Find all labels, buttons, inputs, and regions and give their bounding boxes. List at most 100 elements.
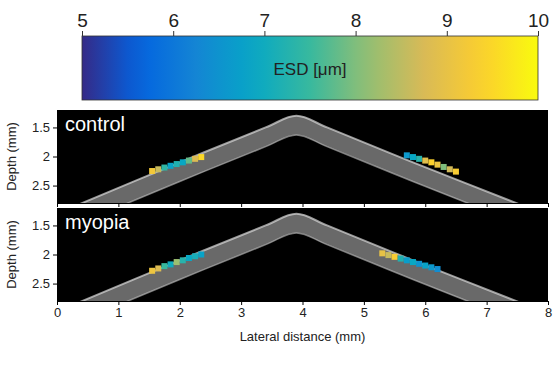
colorbar-label: ESD [μm] [273, 60, 346, 79]
colorbar: 5678910ESD [μm] [77, 10, 549, 100]
esd-point [410, 154, 416, 160]
colorbar-tick-label: 7 [260, 10, 271, 31]
oct-image [75, 214, 523, 301]
y-tick-mark [53, 186, 57, 187]
panel-title: myopia [65, 211, 130, 233]
x-tick-label: 6 [422, 305, 429, 320]
colorbar-tick: 5 [77, 10, 88, 36]
esd-point [435, 266, 441, 272]
x-tick [57, 203, 58, 207]
x-tick [241, 203, 242, 207]
x-tick: 5 [361, 301, 368, 320]
colorbar-tick-label: 5 [77, 10, 88, 31]
esd-point [149, 268, 155, 274]
esd-point [180, 159, 186, 165]
esd-point [398, 256, 404, 262]
x-tick-label: 0 [54, 305, 61, 320]
colorbar-tick: 8 [351, 10, 362, 36]
esd-point [155, 166, 161, 172]
x-tick-mark [118, 203, 119, 207]
x-tick [364, 203, 365, 207]
colorbar-tick: 10 [528, 10, 549, 36]
y-tick-label: 2 [43, 149, 50, 164]
x-tick [548, 203, 549, 207]
x-tick-label: 3 [238, 305, 245, 320]
esd-point [155, 265, 161, 271]
colorbar-axis: 5678910 [77, 10, 549, 36]
colorbar-tick: 6 [168, 10, 179, 36]
esd-point [174, 161, 180, 167]
x-tick: 2 [177, 301, 184, 320]
cornea-surface [75, 214, 523, 301]
x-tick-label: 2 [177, 305, 184, 320]
esd-point [186, 158, 192, 164]
y-tick-label: 1.5 [32, 120, 50, 135]
esd-point [422, 158, 428, 164]
colorbar-tick-mark [82, 31, 83, 36]
y-tick: 1.5 [32, 120, 57, 135]
esd-point [174, 259, 180, 265]
x-tick: 3 [238, 301, 245, 320]
y-tick-label: 2.5 [32, 178, 50, 193]
x-tick-label: 4 [299, 305, 306, 320]
y-tick: 2.5 [32, 178, 57, 193]
esd-point [192, 253, 198, 259]
x-tick-mark [303, 203, 304, 207]
esd-point [410, 259, 416, 265]
colorbar-tick-mark [264, 31, 265, 36]
x-axis-title: Lateral distance (mm) [240, 329, 366, 344]
esd-point [180, 257, 186, 263]
y-tick-mark [53, 255, 57, 256]
x-tick [118, 203, 119, 207]
x-tick-label: 5 [361, 305, 368, 320]
oct-image [75, 116, 523, 203]
x-tick [303, 203, 304, 207]
esd-point [416, 156, 422, 162]
y-tick: 2.5 [32, 276, 57, 291]
cornea-inner-surface [75, 233, 523, 301]
x-tick-mark [241, 203, 242, 207]
panel: 1.522.5controlDepth (mm) [4, 110, 549, 225]
esd-point [192, 156, 198, 162]
x-tick-label: 7 [484, 305, 491, 320]
cornea-surface [75, 116, 523, 203]
colorbar-tick-label: 6 [168, 10, 179, 31]
x-tick: 4 [299, 301, 306, 320]
figure: 5678910ESD [μm]1.522.5controlDepth (mm)1… [0, 0, 558, 385]
x-tick-label: 1 [115, 305, 122, 320]
x-tick-mark [487, 203, 488, 207]
x-tick: 7 [484, 301, 491, 320]
x-tick [425, 203, 426, 207]
y-tick: 2 [43, 247, 57, 262]
esd-point [441, 164, 447, 170]
esd-point [168, 163, 174, 169]
esd-point [428, 264, 434, 270]
y-tick-mark [53, 127, 57, 128]
colorbar-tick-mark [447, 31, 448, 36]
colorbar-tick-label: 10 [528, 10, 549, 31]
esd-point [385, 252, 391, 258]
x-tick-mark [57, 203, 58, 207]
x-tick-label: 8 [545, 305, 552, 320]
esd-point [404, 152, 410, 158]
y-axis: 1.5 2 2.5 [32, 209, 58, 302]
esd-point [149, 168, 155, 174]
y-tick-mark [53, 284, 57, 285]
y-tick-label: 2 [43, 247, 50, 262]
y-tick: 1.5 [32, 218, 57, 233]
colorbar-tick-mark [173, 31, 174, 36]
esd-point [447, 166, 453, 172]
x-tick-mark [180, 203, 181, 207]
cornea [75, 116, 523, 203]
y-axis-line [57, 111, 58, 204]
y-tick-label: 1.5 [32, 218, 50, 233]
y-axis-line [57, 209, 58, 302]
esd-point [428, 159, 434, 165]
x-tick [180, 203, 181, 207]
esd-point [161, 165, 167, 171]
panel-title: control [65, 113, 125, 135]
y-tick-label: 2.5 [32, 276, 50, 291]
panel: 1.522.5012345678myopiaDepth (mm)Lateral … [4, 208, 552, 344]
esd-point [392, 254, 398, 260]
esd-point [435, 162, 441, 168]
